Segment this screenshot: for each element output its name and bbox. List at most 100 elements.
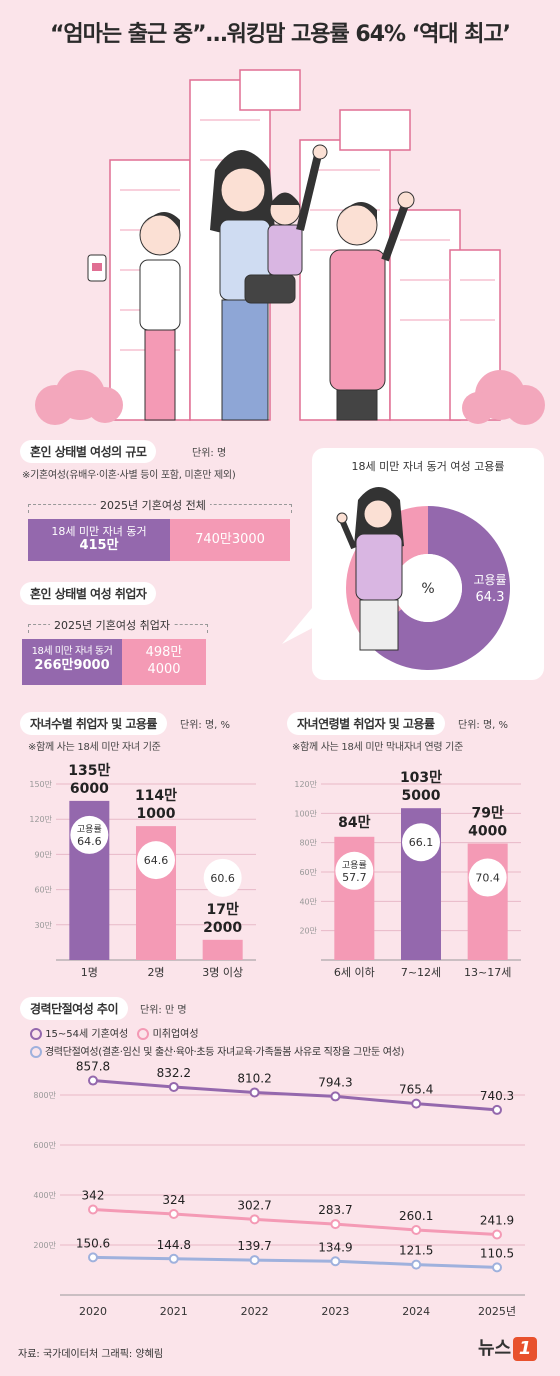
- series-value-label: 283.7: [318, 1203, 352, 1217]
- series-value-label: 139.7: [237, 1239, 271, 1253]
- x-tick-label: 1명: [81, 966, 98, 979]
- bar-value-label: 135만: [68, 763, 110, 779]
- series-line: [92, 1255, 498, 1269]
- rate-label: 고용률: [342, 860, 367, 871]
- married-with-children-label: 18세 미만 자녀 동거: [51, 525, 147, 538]
- rate-value: 57.7: [342, 871, 367, 884]
- rate-circle: [402, 823, 440, 862]
- series-point: [492, 1104, 502, 1115]
- career-break-unit: 단위: 만 명: [140, 1005, 187, 1016]
- series-point: [492, 1262, 502, 1273]
- rate-circle: [468, 858, 507, 897]
- y-tick-label: 120만: [294, 780, 317, 789]
- legend-married-marker-icon: [30, 1028, 42, 1040]
- legend-unemployed-label: 미취업여성: [152, 1029, 199, 1040]
- employed-married-bracket-label: 2025년 기혼여성 취업자: [50, 617, 174, 633]
- legend-career-break-label: 경력단절여성(결혼·임신 및 출산·육아·초등 자녀교육·가족돌봄 사유로 직장…: [44, 1047, 405, 1058]
- bar-value-label-line2: 5000: [402, 788, 441, 804]
- bar-value-label: 84만: [338, 815, 370, 831]
- career-break-line-chart: 200만 400만 600만 800만 2020 2021 2022 2023 2024 2025…: [33, 1060, 525, 1318]
- bar-value-label: 17만: [206, 902, 238, 918]
- total-married-bracket-label: 2025년 기혼여성 전체: [96, 497, 210, 513]
- series-point: [411, 1098, 422, 1109]
- children-age-unit: 단위: 명, %: [458, 720, 509, 731]
- married-with-children-bar: 18세 미만 자녀 동거 415만: [28, 519, 170, 561]
- x-tick-label: 13~17세: [464, 966, 511, 979]
- woman-pointing-icon: [336, 487, 404, 651]
- rate-value: 64.6: [77, 835, 102, 848]
- children-count-unit: 단위: 명, %: [180, 720, 231, 731]
- series-point: [330, 1256, 341, 1267]
- married-total-bar: 740만3000: [170, 519, 290, 561]
- y-tick-label: 150만: [29, 780, 52, 789]
- married-women-note: ※기혼여성(유배우·이혼·사별 등이 포함, 미혼만 제외): [22, 470, 236, 481]
- employed-with-children-value: 266만9000: [34, 658, 110, 673]
- series-point: [249, 1214, 260, 1225]
- series-value-label: 144.8: [157, 1238, 191, 1252]
- employment-rate-donut: % 고용률 64.3: [336, 487, 510, 670]
- rate-label: 고용률: [77, 824, 102, 835]
- series-value-label: 324: [162, 1193, 185, 1207]
- series-point: [88, 1204, 98, 1215]
- children-count-title: 자녀수별 취업자 및 고용률: [20, 712, 167, 735]
- series-point: [249, 1255, 260, 1266]
- donut-rate-value: 64.3: [476, 590, 505, 605]
- legend-married: 15~54세 기혼여성 미취업여성: [30, 1025, 199, 1040]
- series-point: [88, 1252, 98, 1263]
- speech-tail-icon: [282, 608, 320, 644]
- legend-unemployed-marker-icon: [137, 1028, 150, 1040]
- series-value-label: 832.2: [157, 1066, 191, 1080]
- y-tick-label: 400만: [33, 1191, 56, 1200]
- bar-value-label-line2: 2000: [203, 920, 242, 936]
- y-tick-label: 200만: [33, 1241, 56, 1250]
- legend-married-label: 15~54세 기혼여성: [45, 1029, 129, 1040]
- series-value-label: 110.5: [480, 1246, 514, 1260]
- employed-total-value-line2: 4000: [147, 662, 181, 677]
- marital-status-employed-title: 혼인 상태별 여성 취업자: [20, 582, 157, 605]
- series-line: [92, 1079, 498, 1112]
- career-break-title: 경력단절여성 추이: [20, 997, 128, 1020]
- news1-logo: 뉴스 1: [478, 1334, 538, 1361]
- logo-text: 뉴스: [478, 1338, 512, 1359]
- y-tick-label: 60만: [299, 868, 317, 877]
- employed-total-bar: 498만 4000: [122, 639, 206, 685]
- y-tick-label: 120만: [29, 815, 52, 824]
- employed-total-value-line1: 498만: [145, 645, 183, 660]
- series-point: [330, 1091, 341, 1102]
- bar-value-label-line2: 6000: [70, 781, 109, 797]
- marital-status-size-title: 혼인 상태별 여성의 규모: [20, 440, 157, 463]
- y-tick-label: 20만: [299, 927, 317, 936]
- series-point: [168, 1081, 179, 1092]
- series-point: [88, 1075, 98, 1086]
- series-point: [411, 1259, 422, 1270]
- bar-value-label: 114만: [135, 788, 177, 804]
- series-value-label: 260.1: [399, 1209, 433, 1223]
- logo-mark-icon: 1: [513, 1337, 538, 1361]
- x-tick-label: 2명: [147, 966, 164, 979]
- x-tick-label: 2024: [402, 1305, 430, 1318]
- y-tick-label: 40만: [299, 897, 317, 906]
- legend-career-break: 경력단절여성(결혼·임신 및 출산·육아·초등 자녀교육·가족돌봄 사유로 직장…: [30, 1043, 404, 1058]
- employed-with-children-bar: 18세 미만 자녀 동거 266만9000: [22, 639, 122, 685]
- children-count-note: ※함께 사는 18세 미만 자녀 기준: [28, 742, 161, 753]
- series-point: [492, 1229, 502, 1240]
- children-age-title: 자녀연령별 취업자 및 고용률: [287, 712, 445, 735]
- marital-status-size-unit: 단위: 명: [192, 448, 227, 459]
- x-tick-label: 3명 이상: [202, 966, 243, 979]
- bar-value-label-line2: 1000: [137, 806, 176, 822]
- x-tick-label: 2025년: [478, 1305, 516, 1318]
- hero-illustration: [35, 69, 545, 425]
- bar-value-label: 103만: [400, 770, 442, 786]
- y-tick-label: 800만: [33, 1091, 56, 1100]
- woman-right-icon: [329, 191, 415, 421]
- series-value-label: 857.8: [76, 1060, 110, 1074]
- x-tick-label: 2022: [241, 1305, 269, 1318]
- rate-value: 64.6: [144, 854, 169, 867]
- y-tick-label: 600만: [33, 1141, 56, 1150]
- y-tick-label: 60만: [34, 886, 52, 895]
- x-tick-label: 2020: [79, 1305, 107, 1318]
- y-tick-label: 30만: [34, 921, 52, 930]
- series-point: [249, 1087, 260, 1098]
